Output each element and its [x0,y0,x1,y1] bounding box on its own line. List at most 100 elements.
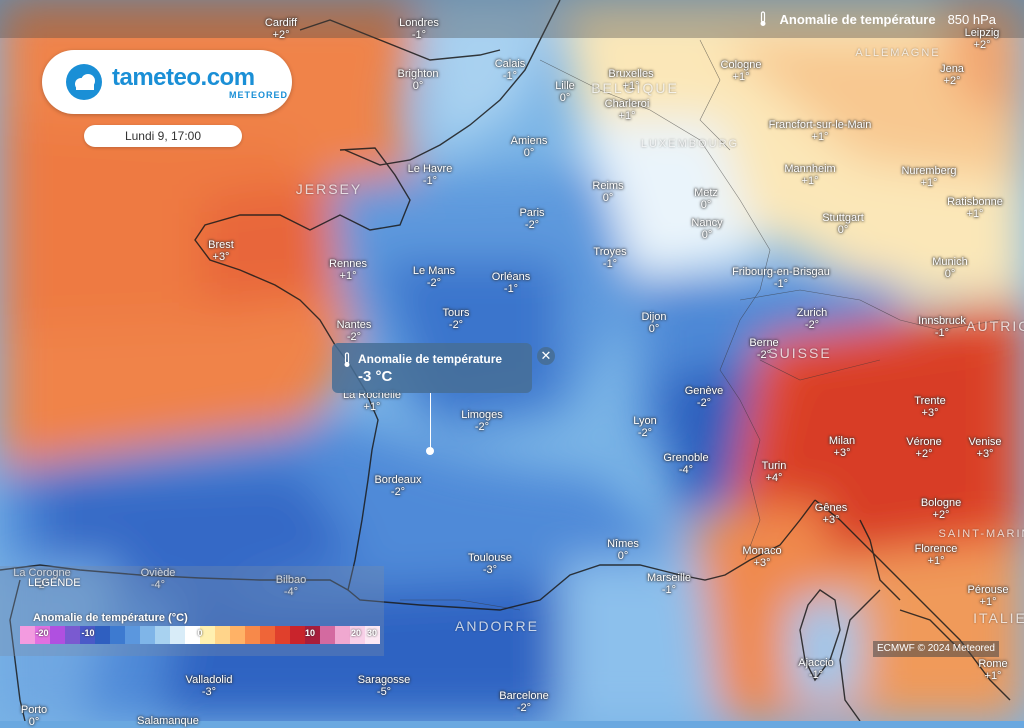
close-icon[interactable]: ✕ [537,347,555,365]
city-label[interactable]: Reims 0° [592,180,623,204]
city-label[interactable]: Brest +3° [208,239,234,263]
city-label[interactable]: Salamanque [137,715,199,727]
city-label[interactable]: Lille 0° [555,80,575,104]
city-name: Nîmes [607,538,639,550]
city-label[interactable]: Cardiff +2° [265,17,297,41]
city-label[interactable]: Nantes -2° [337,319,372,343]
city-label[interactable]: Fribourg-en-Brisgau -1° [732,266,830,290]
city-label[interactable]: Milan +3° [829,435,855,459]
city-value: -1° [502,70,518,82]
city-label[interactable]: Nuremberg +1° [901,165,956,189]
city-label[interactable]: Berne -2° [749,337,778,361]
legend-swatch [65,626,80,644]
city-value: -4° [150,579,166,591]
city-label[interactable]: Zurich -2° [797,307,828,331]
city-label[interactable]: Valladolid -3° [186,674,233,698]
city-value: +1° [363,401,381,413]
city-value: -1° [808,669,824,681]
city-label[interactable]: Rome +1° [978,658,1007,682]
city-label[interactable]: Trente +3° [914,395,945,419]
city-label[interactable]: Nancy 0° [691,217,722,241]
city-label[interactable]: Paris -2° [519,207,544,231]
city-label[interactable]: Vérone +2° [906,436,941,460]
city-value: -2° [696,397,712,409]
city-value: -2° [474,421,490,433]
city-label[interactable]: Cologne +1° [721,59,762,83]
city-label[interactable]: Ajaccio -1° [798,657,833,681]
city-label[interactable]: Barcelone -2° [499,690,549,714]
city-label[interactable]: Amiens 0° [511,135,548,159]
city-name: Reims [592,180,624,192]
city-label[interactable]: Munich 0° [932,256,967,280]
city-label[interactable]: Brighton 0° [398,68,439,92]
city-label[interactable]: La Corogne -2° [13,567,71,591]
legend-swatch [230,626,245,644]
city-name: Troyes [593,246,627,258]
city-value: +2° [973,39,991,51]
city-label[interactable]: Bordeaux -2° [374,474,421,498]
city-label[interactable]: Toulouse -3° [468,552,512,576]
legend-swatch [185,626,200,644]
city-label[interactable]: Grenoble -4° [663,452,708,476]
city-label[interactable]: Genève -2° [685,385,724,409]
city-label[interactable]: Florence +1° [915,543,958,567]
city-value: -2° [756,349,772,361]
city-label[interactable]: Pérouse +1° [968,584,1009,608]
city-label[interactable]: Calais -1° [495,58,526,82]
city-label[interactable]: Nîmes 0° [607,538,639,562]
city-value: -2° [34,579,50,591]
city-label[interactable]: Leipzig +2° [965,27,1000,51]
city-name: La Corogne [13,567,71,579]
city-label[interactable]: Lyon -2° [633,415,656,439]
city-value: -2° [524,219,540,231]
legend-swatch [260,626,275,644]
city-value: +2° [272,29,290,41]
city-label[interactable]: Innsbruck -1° [918,315,966,339]
city-name: Pérouse [967,584,1009,596]
city-label[interactable]: Marseille -1° [647,572,691,596]
city-label[interactable]: Troyes -1° [593,246,626,270]
city-label[interactable]: Turin +4° [762,460,787,484]
city-label[interactable]: Oviède -4° [141,567,176,591]
city-label[interactable]: Le Havre -1° [408,163,453,187]
city-label[interactable]: Porto 0° [21,704,47,728]
city-label[interactable]: Metz 0° [694,187,718,211]
city-label[interactable]: Limoges -2° [461,409,503,433]
city-label[interactable]: Jena +2° [940,63,964,87]
city-label[interactable]: Saragosse -5° [358,674,411,698]
city-label[interactable]: Bruxelles +1° [608,68,653,92]
city-label[interactable]: Tours -2° [443,307,470,331]
city-value: -2° [804,319,820,331]
city-value: +3° [212,251,230,263]
brand-logo[interactable]: tameteo.com METEORED [42,50,292,114]
city-label[interactable]: Orléans -1° [492,271,531,295]
city-label[interactable]: Venise +3° [968,436,1001,460]
brand-sub: METEORED [229,90,289,100]
city-label[interactable]: Bilbao -4° [276,574,307,598]
city-name: Francfort-sur-le-Main [768,119,872,131]
city-label[interactable]: Ratisbonne +1° [947,196,1003,220]
city-name: Leipzig [964,27,1000,39]
city-label[interactable]: Bologne +2° [921,497,961,521]
city-label[interactable]: Mannheim +1° [784,163,835,187]
city-value: +3° [976,448,994,460]
city-label[interactable]: Stuttgart 0° [822,212,864,236]
city-label[interactable]: Rennes +1° [329,258,367,282]
forecast-date[interactable]: Lundi 9, 17:00 [84,125,242,147]
city-label[interactable]: Dijon 0° [641,311,666,335]
city-label[interactable]: Charleroi +1° [605,98,650,122]
city-label[interactable]: Gênes +3° [815,502,847,526]
city-value: 0° [837,224,849,236]
city-label[interactable]: Londres -1° [399,17,439,41]
city-label[interactable]: Monaco +3° [742,545,781,569]
country-label: LUXEMBOURG [640,138,740,150]
legend-tick: 20 [350,628,362,638]
city-label[interactable]: Francfort-sur-le-Main +1° [769,119,872,143]
legend-swatch [170,626,185,644]
country-label: ANDORRE [454,618,540,634]
pressure-level[interactable]: 850 hPa [947,11,996,27]
legend-title[interactable]: LEGENDE [28,577,81,589]
legend-swatch [125,626,140,644]
city-label[interactable]: Le Mans -2° [413,265,455,289]
